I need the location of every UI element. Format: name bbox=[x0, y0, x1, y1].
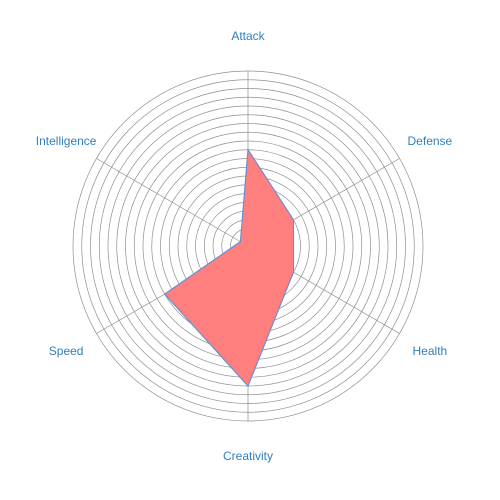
axis-label-health: Health bbox=[413, 344, 448, 358]
series-layer bbox=[163, 147, 295, 388]
axis-label-creativity: Creativity bbox=[223, 449, 273, 463]
axis-label-defense: Defense bbox=[408, 134, 453, 148]
axis-labels: Attack Defense Health Creativity Speed Intell… bbox=[36, 29, 453, 463]
axis-label-speed: Speed bbox=[49, 344, 84, 358]
axis-label-attack: Attack bbox=[231, 29, 265, 43]
spoke-intelligence bbox=[96, 158, 249, 247]
axis-label-intelligence: Intelligence bbox=[36, 134, 97, 148]
